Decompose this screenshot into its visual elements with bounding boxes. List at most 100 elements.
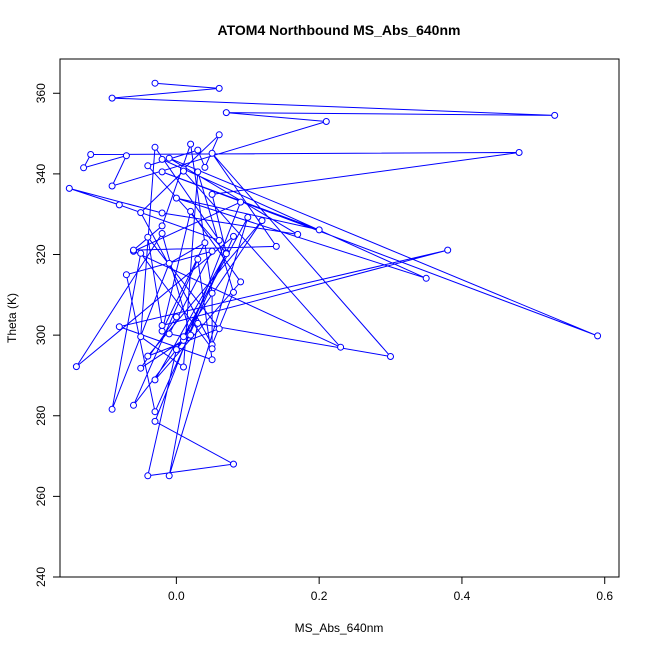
data-point: [230, 232, 237, 240]
data-point: [230, 288, 237, 296]
chart-title: ATOM4 Northbound MS_Abs_640nm: [218, 22, 461, 38]
data-point: [515, 149, 523, 156]
y-tick-label: 240: [34, 567, 48, 587]
data-point: [65, 184, 73, 192]
data-point: [172, 346, 180, 354]
data-point: [422, 274, 430, 282]
data-point: [180, 167, 187, 175]
y-tick-label: 360: [34, 83, 48, 103]
data-point: [122, 152, 130, 160]
data-point: [187, 207, 195, 215]
data-point: [201, 239, 209, 247]
data-point: [144, 162, 152, 170]
data-point: [322, 118, 330, 125]
data-point: [151, 79, 159, 87]
data-point: [144, 472, 152, 480]
data-point: [387, 353, 394, 360]
data-point: [258, 217, 266, 225]
series-line: [69, 82, 598, 477]
data-point: [137, 209, 145, 217]
data-point: [208, 345, 216, 353]
data-point: [208, 190, 216, 198]
data-point: [222, 109, 230, 117]
data-point: [165, 472, 173, 480]
data-point: [151, 143, 159, 151]
data-point: [180, 333, 187, 341]
x-axis: 0.0 0.2 0.4 0.6: [168, 576, 613, 603]
data-point: [151, 408, 159, 416]
data-point: [208, 247, 216, 255]
y-axis-label: Theta (K): [5, 293, 19, 343]
data-point: [158, 222, 166, 230]
data-point: [108, 94, 116, 102]
data-point: [115, 323, 123, 331]
y-tick-label: 280: [34, 405, 48, 425]
data-point: [158, 230, 166, 237]
data-point: [215, 131, 223, 139]
data-point: [244, 213, 252, 221]
data-point: [194, 319, 202, 327]
data-point: [115, 201, 123, 209]
data-point: [208, 149, 216, 157]
data-point: [215, 236, 223, 244]
data-point: [215, 84, 223, 92]
data-point: [165, 154, 173, 162]
series-layer: [65, 79, 602, 480]
data-point: [165, 259, 173, 267]
plot-area: [59, 58, 620, 578]
data-point: [272, 242, 280, 250]
data-point: [230, 460, 237, 468]
data-point: [130, 401, 137, 409]
x-tick-label: 0.4: [454, 589, 471, 603]
data-point: [151, 417, 159, 425]
data-point: [137, 333, 145, 341]
y-tick-label: 320: [34, 244, 48, 264]
data-point: [158, 155, 166, 163]
y-tick-label: 260: [34, 486, 48, 506]
data-point: [130, 246, 137, 254]
data-point: [158, 168, 166, 176]
y-axis: 240 260 280 300 320 340 360: [34, 83, 61, 587]
x-tick-label: 0.0: [168, 589, 185, 603]
data-point: [201, 163, 209, 171]
data-point: [87, 151, 95, 158]
data-point: [194, 146, 202, 154]
data-point: [187, 331, 195, 339]
data-point: [122, 271, 130, 279]
y-tick-label: 300: [34, 325, 48, 345]
data-point: [158, 322, 166, 329]
data-point: [180, 363, 187, 371]
data-point: [151, 376, 159, 384]
data-point: [72, 363, 80, 371]
data-point: [551, 111, 559, 119]
data-point: [108, 405, 116, 413]
data-point: [337, 343, 345, 351]
data-point: [80, 164, 88, 172]
data-point: [187, 140, 195, 148]
data-point: [158, 209, 166, 217]
data-point: [165, 330, 173, 338]
data-point: [215, 325, 223, 333]
data-point: [237, 278, 245, 286]
data-point: [208, 289, 216, 297]
data-point: [144, 233, 152, 241]
data-point: [444, 246, 452, 254]
x-tick-label: 0.2: [311, 589, 328, 603]
data-point: [237, 198, 245, 206]
data-point: [172, 194, 180, 202]
data-point: [208, 356, 216, 364]
data-point: [108, 182, 116, 190]
data-point: [172, 313, 180, 321]
data-point: [137, 249, 145, 257]
data-point: [144, 352, 152, 360]
x-tick-label: 0.6: [596, 589, 613, 603]
data-point: [194, 168, 202, 176]
data-point: [594, 332, 602, 340]
data-point: [294, 230, 302, 238]
data-point: [137, 364, 145, 372]
x-axis-label: MS_Abs_640nm: [295, 621, 384, 635]
data-point: [222, 250, 230, 258]
data-point: [315, 226, 323, 234]
y-tick-label: 340: [34, 164, 48, 184]
